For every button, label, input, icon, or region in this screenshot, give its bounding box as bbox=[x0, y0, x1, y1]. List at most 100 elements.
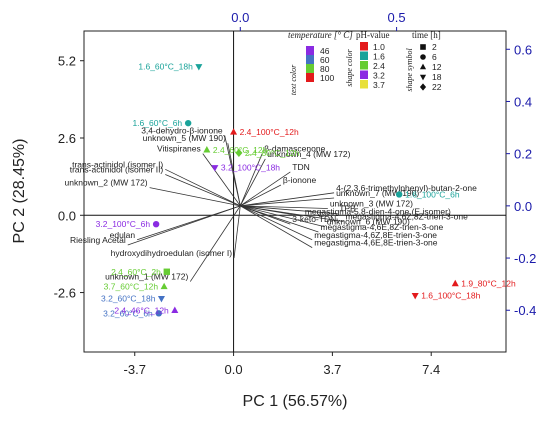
legend-ph-swatch bbox=[360, 61, 368, 70]
x-axis-label: PC 1 (56.57%) bbox=[243, 393, 348, 410]
loading-vector bbox=[165, 174, 241, 207]
sample-label: 2.4_46°C_12h bbox=[114, 305, 169, 315]
loading-vector bbox=[240, 184, 282, 207]
loading-vector bbox=[149, 187, 241, 207]
legend-temperature-swatch bbox=[306, 46, 314, 55]
legend-time-symbol bbox=[420, 44, 426, 50]
legend-time-title: time [h] bbox=[412, 30, 441, 40]
y-axis-label: PC 2 (28.45%) bbox=[11, 139, 28, 244]
x-tick-label: 3.7 bbox=[323, 362, 341, 377]
legend-ph-label: 1.0 bbox=[373, 42, 385, 52]
loading-label: unknown_5 (MW 190) bbox=[143, 133, 226, 143]
sample-point bbox=[152, 220, 160, 228]
loading-label: TDN bbox=[292, 162, 309, 172]
sample-label: 2.4_60°C_12h bbox=[213, 145, 268, 155]
sample-point bbox=[235, 148, 243, 158]
loading-vector bbox=[202, 153, 241, 207]
legend-ph-title: pH-value bbox=[356, 30, 390, 40]
sample-point bbox=[230, 128, 238, 135]
sample-label: 1.6_100°C_6h bbox=[405, 189, 460, 199]
sample-point bbox=[163, 268, 170, 275]
legend-time-label: 6 bbox=[432, 52, 437, 62]
legend-ph-swatch bbox=[360, 70, 368, 79]
loading-label: unknown_4 (MW 172) bbox=[267, 149, 350, 159]
legend-temperature-label: 80 bbox=[320, 64, 330, 74]
loading-label: megastigma-4,6Z,8Z-trien-3-one bbox=[345, 212, 468, 222]
loading-vector bbox=[240, 197, 335, 207]
y-tick-label: -2.6 bbox=[54, 286, 76, 301]
loading-label: 3-keto-TDN bbox=[292, 214, 336, 224]
legend-ph-axis-label: shape color bbox=[345, 48, 354, 86]
loading-vector bbox=[233, 205, 241, 259]
top-tick-label: 0.0 bbox=[231, 10, 249, 25]
right-tick-label: 0.2 bbox=[514, 147, 532, 162]
sample-point bbox=[184, 119, 192, 127]
legend-ph-label: 3.7 bbox=[373, 80, 385, 90]
loading-label: trans-actinidol (isomer I) bbox=[72, 159, 163, 169]
sample-point bbox=[155, 310, 162, 317]
loading-label: edulan bbox=[110, 230, 136, 240]
legend-ph-swatch bbox=[360, 42, 368, 51]
loading-label: β-ionone bbox=[283, 175, 317, 185]
legend-temperature-swatch bbox=[306, 55, 314, 64]
loading-vector bbox=[240, 205, 328, 209]
sample-label: 3.2_100°C_18h bbox=[221, 163, 280, 173]
loading-label: unknown_3 (MW 172) bbox=[330, 198, 413, 208]
right-tick-label: -0.2 bbox=[514, 251, 536, 266]
loading-vector bbox=[240, 205, 313, 241]
legend-ph-label: 1.6 bbox=[373, 52, 385, 62]
loading-label: unknown_2 (MW 172) bbox=[64, 178, 147, 188]
sample-label: 2.4_100°C_12h bbox=[240, 127, 299, 137]
loading-vector bbox=[127, 205, 241, 246]
sample-point bbox=[211, 165, 219, 172]
x-tick-label: -3.7 bbox=[124, 362, 146, 377]
sample-point bbox=[195, 64, 203, 71]
loading-label: 3,4-dehydro-β-ionone bbox=[141, 125, 223, 135]
sample-label: 2.4_60°C_2h bbox=[111, 267, 161, 277]
legend-temperature-label: 60 bbox=[320, 55, 330, 65]
loading-vector bbox=[165, 168, 241, 207]
legend-time-symbol bbox=[419, 63, 427, 70]
loading-vector bbox=[240, 171, 291, 207]
legend-time-label: 18 bbox=[432, 72, 442, 82]
y-tick-label: 5.2 bbox=[58, 54, 76, 69]
legend-time-axis-label: shape symbol bbox=[405, 48, 414, 92]
loading-label: β-damascenone bbox=[264, 144, 325, 154]
loading-vector bbox=[240, 205, 313, 248]
loading-label: unknown_1 (MW 172) bbox=[105, 272, 188, 282]
loading-label: trans-actinidol (isomer II) bbox=[70, 165, 164, 175]
legend-time-symbol bbox=[420, 54, 426, 60]
sample-label: 1.6_60°C_6h bbox=[132, 118, 182, 128]
legend-temperature-swatch bbox=[306, 73, 314, 82]
loading-label: unknown_7 (MW 190) bbox=[336, 188, 419, 198]
sample-point bbox=[171, 306, 179, 313]
loading-vector bbox=[240, 205, 338, 215]
legend-time-label: 2 bbox=[432, 42, 437, 52]
sample-label: 1.6_100°C_18h bbox=[421, 291, 480, 301]
sample-point bbox=[157, 295, 165, 303]
y-tick-label: 2.6 bbox=[58, 131, 76, 146]
loading-label: unknown_6 (MW 190) bbox=[327, 217, 410, 227]
loading-label: 4-(2,3,6-trimethylphenyl)-butan-2-one bbox=[336, 183, 477, 193]
loading-label: TPB bbox=[339, 204, 356, 214]
x-tick-label: 7.4 bbox=[422, 362, 440, 377]
loading-label: Vitispiranes bbox=[157, 144, 201, 154]
legend-time-symbol bbox=[419, 83, 427, 91]
legend-time-symbol bbox=[419, 74, 427, 81]
sample-label: 1.6_60°C_18h bbox=[138, 62, 193, 72]
x-tick-label: 0.0 bbox=[225, 362, 243, 377]
legend-ph-label: 2.4 bbox=[373, 61, 385, 71]
loading-vector bbox=[240, 205, 325, 228]
y-tick-label: 0.0 bbox=[58, 208, 76, 223]
sample-label: 3.2_60°C_18h bbox=[101, 294, 156, 304]
plot-frame bbox=[83, 30, 507, 353]
sample-label: 1.9_80°C_12h bbox=[461, 279, 516, 289]
loading-label: hydroxydihydroedulan (isomer I) bbox=[111, 248, 233, 258]
legend-temperature-title: temperature [° C] bbox=[288, 30, 353, 40]
sample-label: 3.2_60°C_6h bbox=[103, 308, 153, 318]
legend-temperature-axis-label: text color bbox=[289, 64, 298, 95]
loading-vector bbox=[239, 153, 263, 207]
loading-vector bbox=[189, 205, 241, 282]
legend-temperature-label: 100 bbox=[320, 73, 334, 83]
